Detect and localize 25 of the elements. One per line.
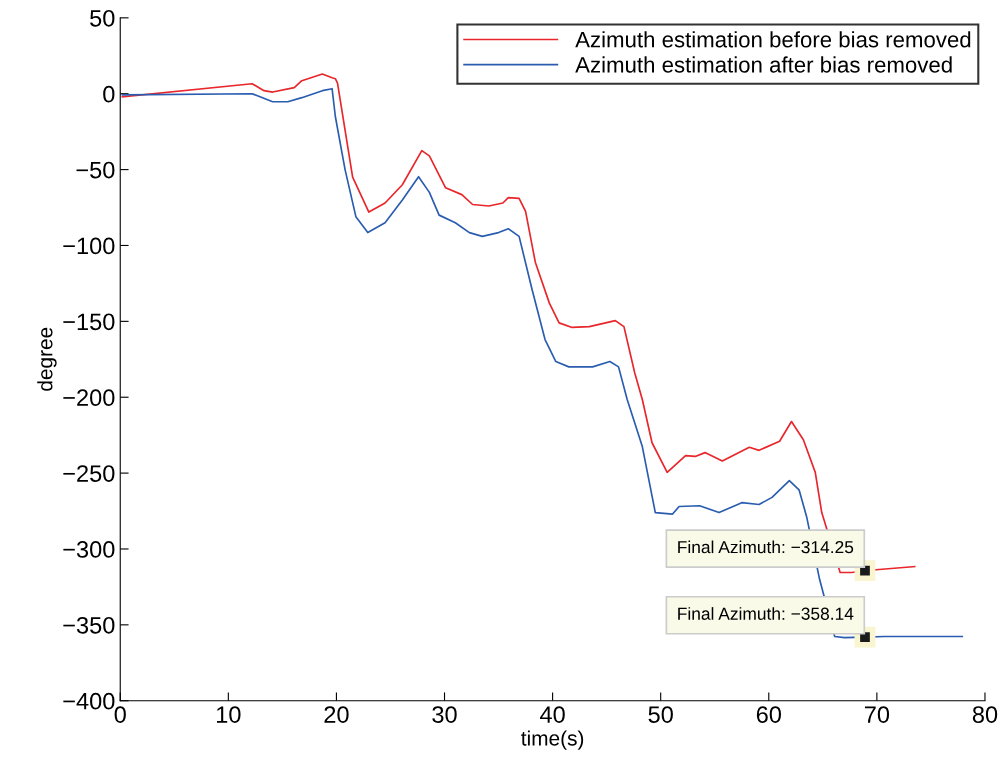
x-tick-label: 40 xyxy=(540,706,565,723)
x-tick-label: 30 xyxy=(432,706,457,723)
x-tick-label: 0 xyxy=(114,706,126,723)
x-tick-label: 70 xyxy=(864,706,890,723)
y-tick-label: −150 xyxy=(63,313,115,331)
y-tick-label: −200 xyxy=(63,389,115,407)
y-tick-label: 50 xyxy=(90,9,115,27)
y-axis-title: degree xyxy=(37,327,57,391)
y-tick-label: −50 xyxy=(76,161,115,179)
x-tick-label: 20 xyxy=(324,706,349,723)
x-axis-title: time(s) xyxy=(521,730,584,750)
y-tick-label: −300 xyxy=(63,541,115,558)
x-tick-label: 10 xyxy=(217,706,241,723)
x-tick-label: 60 xyxy=(756,706,781,723)
y-tick-label: −350 xyxy=(63,616,115,634)
annotation: Final Azimuth: −314.25 xyxy=(678,540,854,554)
x-tick-label: 80 xyxy=(972,706,998,723)
legend-label: Azimuth estimation before bias removed xyxy=(575,31,971,48)
y-tick-label: −250 xyxy=(63,465,115,482)
y-tick-label: −100 xyxy=(63,237,115,255)
annotation: Final Azimuth: −358.14 xyxy=(678,607,854,620)
y-tick-label: −400 xyxy=(63,692,115,710)
y-tick-label: 0 xyxy=(103,85,115,103)
x-tick-label: 50 xyxy=(648,706,673,723)
legend-label: Azimuth estimation after bias removed xyxy=(575,56,952,73)
